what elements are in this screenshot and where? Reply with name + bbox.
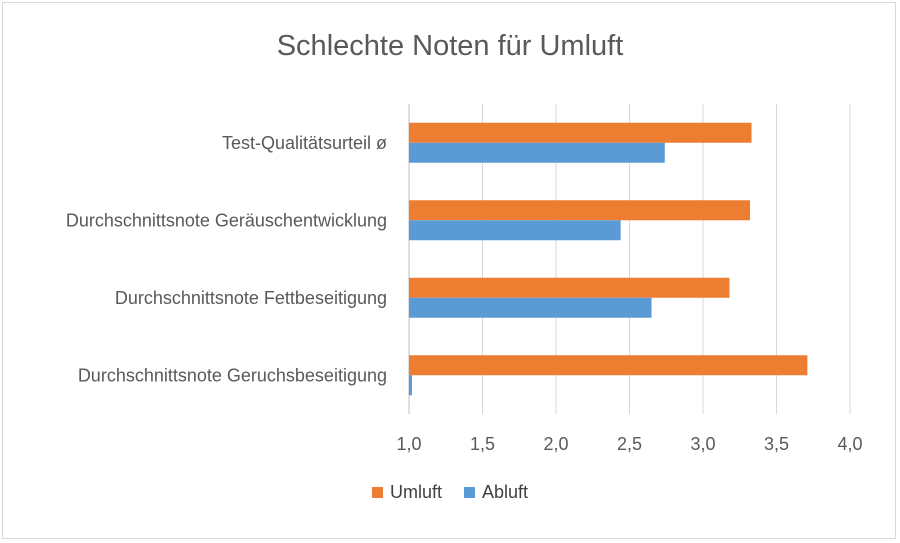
chart-legend: Umluft Abluft [0,482,900,503]
y-category-label: Test-Qualitätsurteil ø [222,133,387,153]
bar-umluft [409,200,751,221]
x-tick-label: 1,5 [470,434,495,454]
x-tick-label: 4,0 [837,434,862,454]
x-tick-label: 2,0 [543,434,568,454]
x-tick-label: 3,5 [764,434,789,454]
bar-abluft [409,375,412,396]
bar-abluft [409,142,665,163]
bar-umluft [409,355,808,376]
legend-item-abluft: Abluft [463,482,529,503]
chart-title: Schlechte Noten für Umluft [276,30,624,62]
y-category-label: Durchschnittsnote Geruchsbeseitigung [78,365,387,385]
bar-abluft [409,297,652,318]
legend-label-abluft: Abluft [481,482,529,502]
bar-umluft [409,277,730,298]
bar-umluft [409,122,752,143]
legend-swatch-abluft [463,487,475,498]
x-tick-label: 3,0 [690,434,715,454]
y-category-label: Durchschnittsnote Fettbeseitigung [115,288,387,308]
x-tick-label: 1,0 [396,434,421,454]
legend-label-umluft: Umluft [389,482,442,502]
y-category-label: Durchschnittsnote Geräuschentwicklung [66,210,387,230]
bar-abluft [409,220,621,241]
x-tick-label: 2,5 [617,434,642,454]
legend-item-umluft: Umluft [371,482,442,503]
legend-swatch-umluft [371,487,383,498]
